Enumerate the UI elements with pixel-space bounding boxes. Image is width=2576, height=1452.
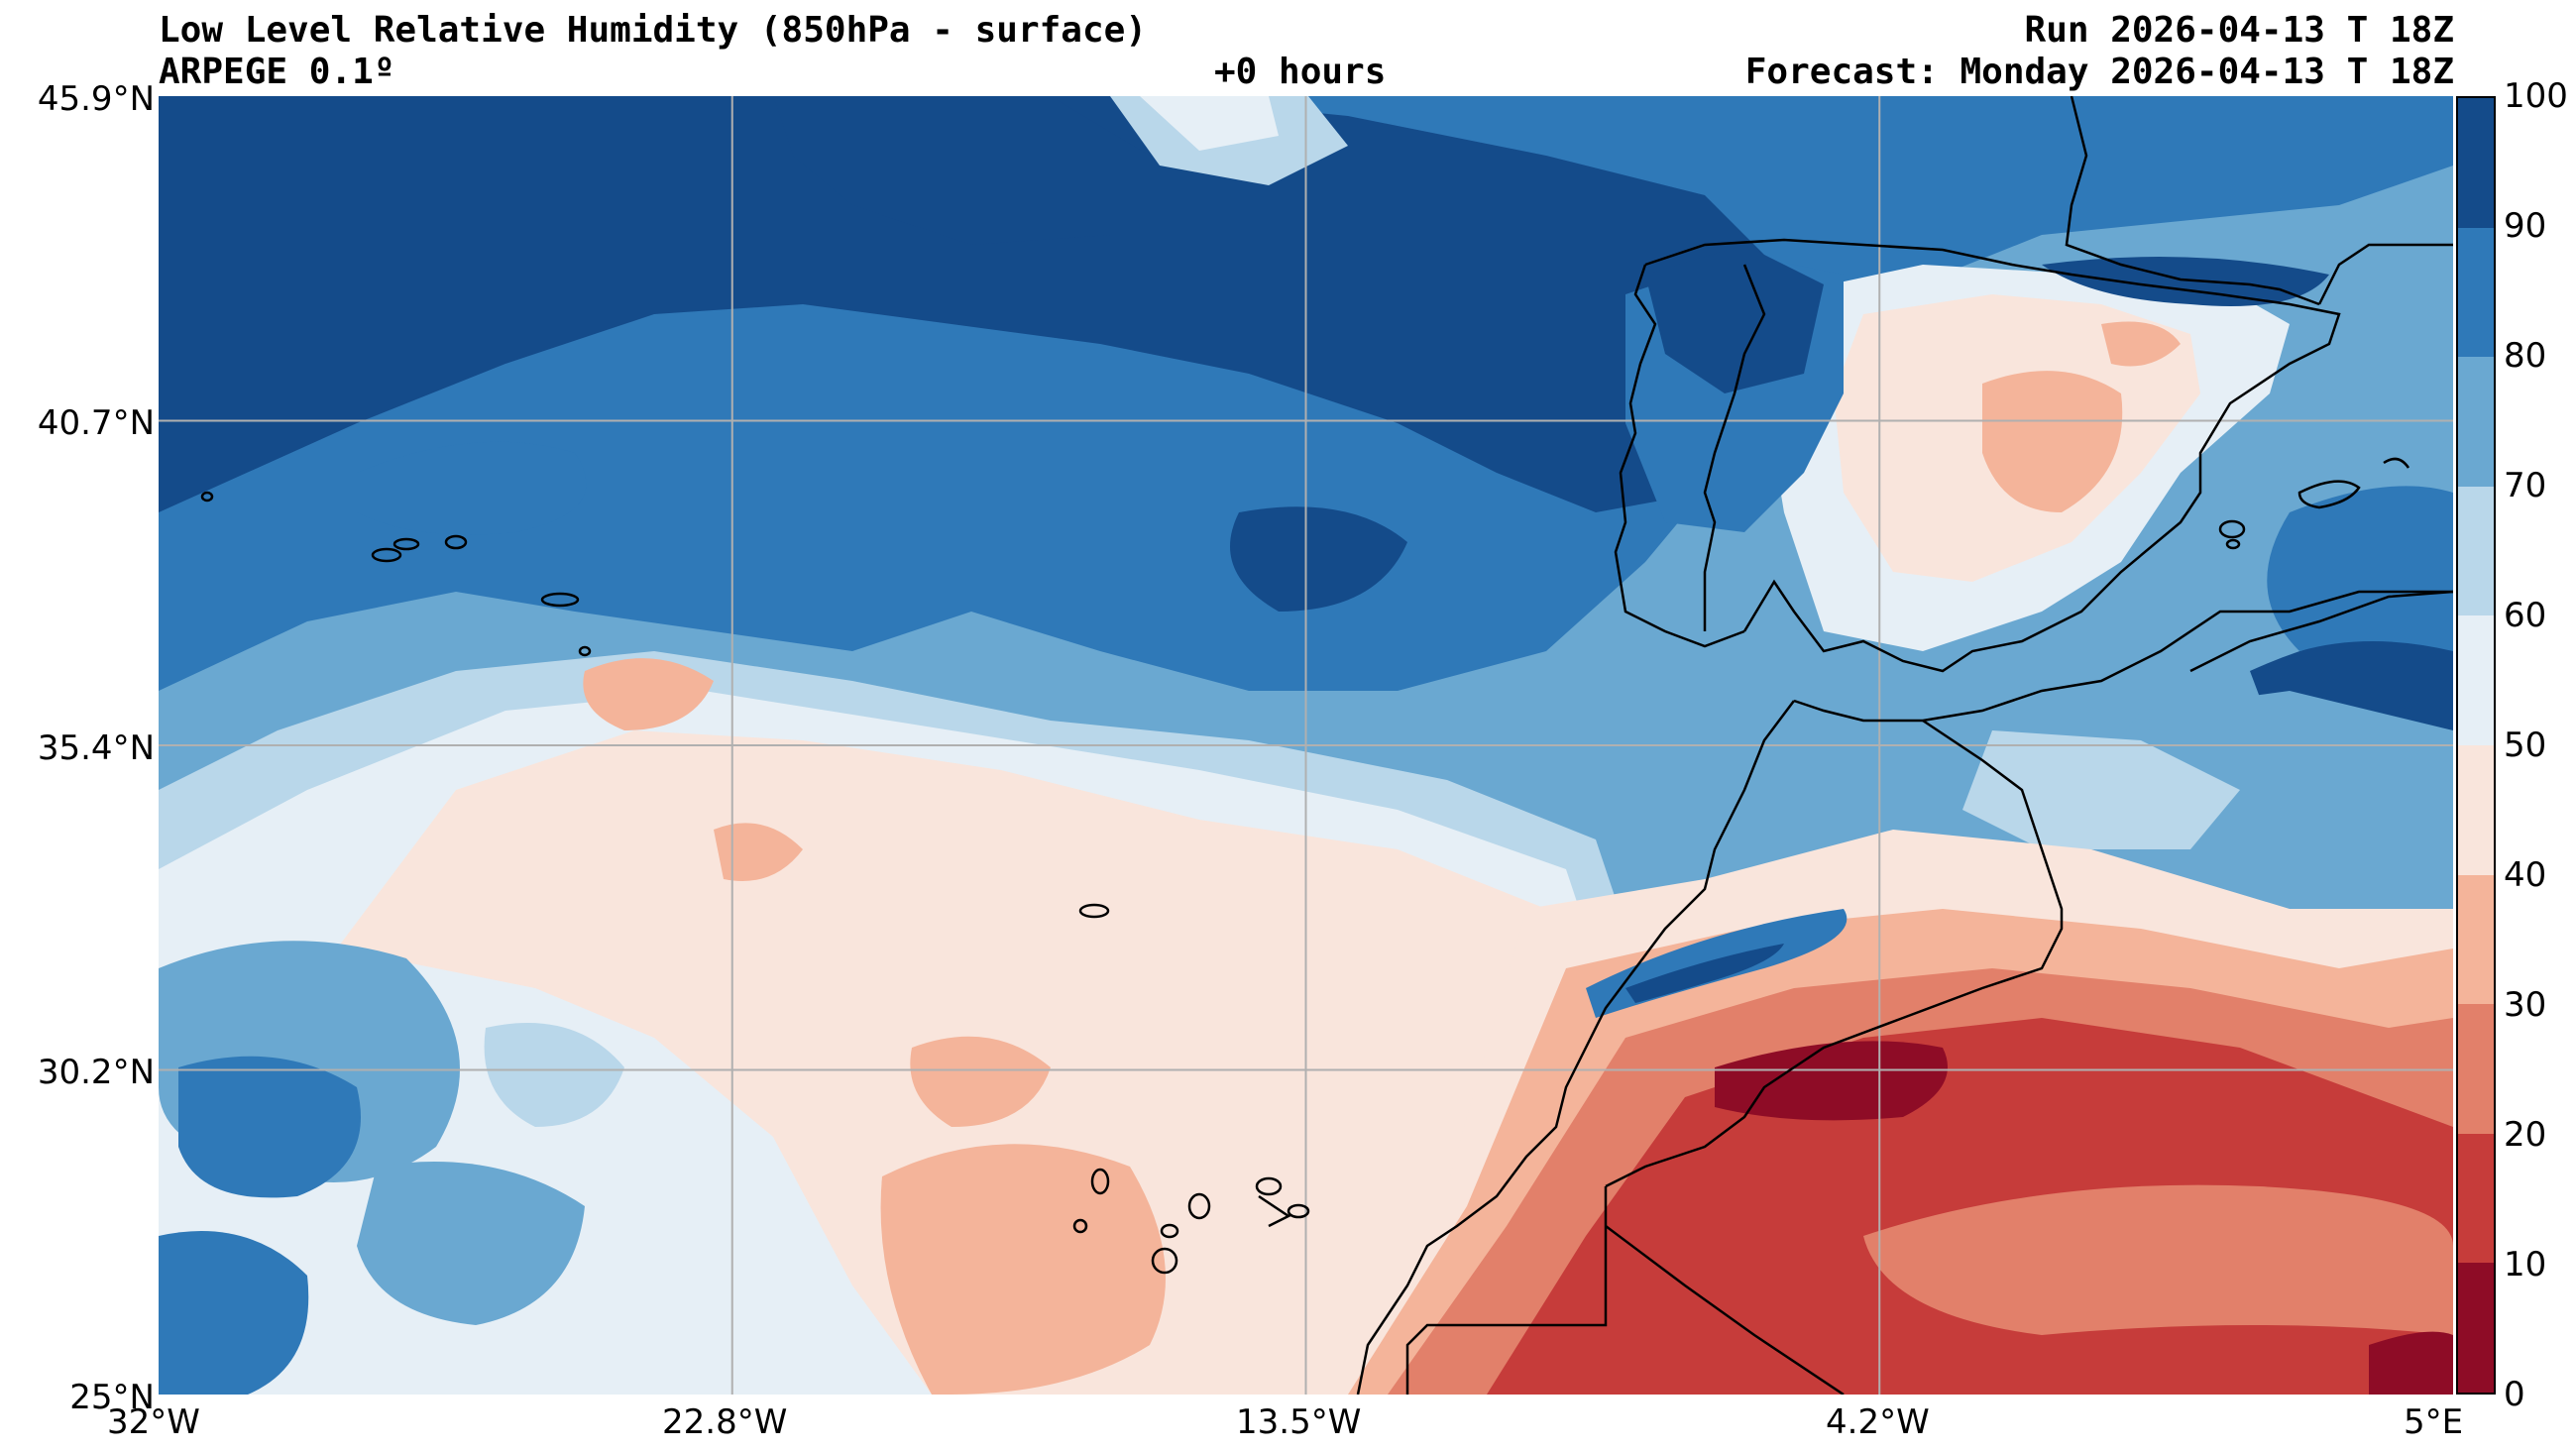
africa-20-30-inner — [1863, 1184, 2453, 1335]
colorbar-segment — [2458, 1263, 2494, 1393]
colorbar-segment — [2458, 227, 2494, 358]
africa-0-10-atlas — [1715, 1041, 1948, 1121]
colorbar-tick-label: 70 — [2504, 466, 2547, 505]
patch-90-100-a — [1230, 506, 1407, 612]
colorbar-tick-label: 90 — [2504, 206, 2547, 246]
patch-30-40-b — [910, 1036, 1051, 1127]
colorbar-tick-label: 10 — [2504, 1245, 2547, 1284]
band-90-100-north — [159, 96, 1794, 512]
colorbar-tick-label: 40 — [2504, 855, 2547, 895]
patch-30-40-canaries — [880, 1144, 1166, 1395]
iberia-nw-very-humid — [1645, 245, 1824, 393]
lon-label-13-5w: 13.5°W — [1236, 1402, 1362, 1442]
lon-label-4-2w: 4.2°W — [1826, 1402, 1930, 1442]
colorbar-tick-label: 30 — [2504, 985, 2547, 1025]
patch-light-north2 — [1140, 96, 1279, 151]
colorbar-segment — [2458, 1004, 2494, 1134]
lat-label-40-7: 40.7°N — [37, 403, 155, 443]
colorbar-tick-label: 0 — [2504, 1375, 2525, 1414]
run-time: Run 2026-04-13 T 18Z — [2024, 10, 2454, 51]
lead-time: +0 hours — [1214, 52, 1387, 92]
lon-label-32w: 32°W — [107, 1402, 200, 1442]
lon-label-5e: 5°E — [2404, 1402, 2464, 1442]
colorbar — [2456, 96, 2496, 1395]
humidity-map — [159, 96, 2453, 1395]
colorbar-segment — [2458, 486, 2494, 616]
lon-label-22-8w: 22.8°W — [662, 1402, 788, 1442]
eddy-sw-4 — [159, 1231, 309, 1395]
iberia-30-40 — [1982, 371, 2123, 512]
colorbar-segment — [2458, 615, 2494, 745]
lat-label-25: 25°N — [69, 1378, 155, 1417]
colorbar-tick-label: 80 — [2504, 336, 2547, 376]
africa-0-10-se — [2369, 1331, 2453, 1395]
patch-30-40-d — [714, 823, 803, 881]
biscay-very-humid — [2042, 257, 2329, 306]
atlas-very-humid — [1625, 944, 1784, 1003]
colorbar-tick-label: 20 — [2504, 1115, 2547, 1155]
map-title: Low Level Relative Humidity (850hPa - su… — [159, 10, 1147, 51]
coastlines — [200, 96, 2453, 1395]
lat-label-30-2: 30.2°N — [37, 1053, 155, 1092]
patch-80-90-a — [357, 441, 587, 535]
colorbar-segment — [2458, 98, 2494, 228]
gridlines — [159, 96, 2453, 1395]
colorbar-tick-label: 60 — [2504, 596, 2547, 635]
lat-label-45-9: 45.9°N — [37, 79, 155, 119]
eddy-sw-2 — [178, 1056, 361, 1198]
med-humid — [2267, 486, 2453, 651]
colorbar-segment — [2458, 874, 2494, 1005]
colorbar-tick-label: 100 — [2504, 76, 2568, 116]
eddy-sw-3 — [357, 1162, 585, 1325]
model-name: ARPEGE 0.1º — [159, 52, 395, 92]
colorbar-segment — [2458, 1133, 2494, 1264]
colorbar-segment — [2458, 357, 2494, 487]
colorbar-tick-label: 50 — [2504, 726, 2547, 765]
forecast-time: Forecast: Monday 2026-04-13 T 18Z — [1744, 52, 2454, 92]
colorbar-segment — [2458, 744, 2494, 875]
iberia-30-40-b — [2101, 321, 2181, 367]
lat-label-35-4: 35.4°N — [37, 728, 155, 768]
patch-30-40-c — [583, 658, 714, 730]
band-90-100-center — [773, 96, 1150, 245]
eddy-sw-5 — [484, 1023, 624, 1127]
